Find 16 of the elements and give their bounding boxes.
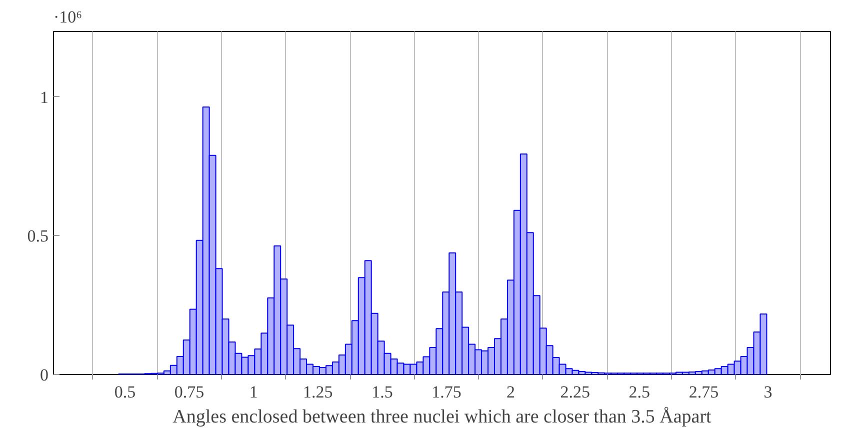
x-tick-label: 1.25 <box>303 382 333 402</box>
x-tick-label: 2.25 <box>560 382 590 402</box>
x-axis-title: Angles enclosed between three nuclei which are closer than 3.5 Åapart <box>172 406 712 428</box>
x-tick-label: 1.75 <box>432 382 462 402</box>
x-tick-label: 3 <box>764 382 772 402</box>
x-tick-label: 2.5 <box>628 382 650 402</box>
x-tick-label: 1 <box>249 382 258 402</box>
x-tick-label: 2.75 <box>688 382 719 402</box>
x-tick-label: 2 <box>506 382 516 402</box>
text: ·10⁶ <box>54 8 82 26</box>
y-tick-label: 1 <box>40 88 48 107</box>
x-tick-label: 0.75 <box>174 382 204 402</box>
y-tick-label: 0.5 <box>27 226 48 246</box>
x-tick-label: 1.5 <box>372 382 393 402</box>
y-tick-label: 0 <box>40 366 48 384</box>
x-tick-label: 0.5 <box>114 382 136 402</box>
